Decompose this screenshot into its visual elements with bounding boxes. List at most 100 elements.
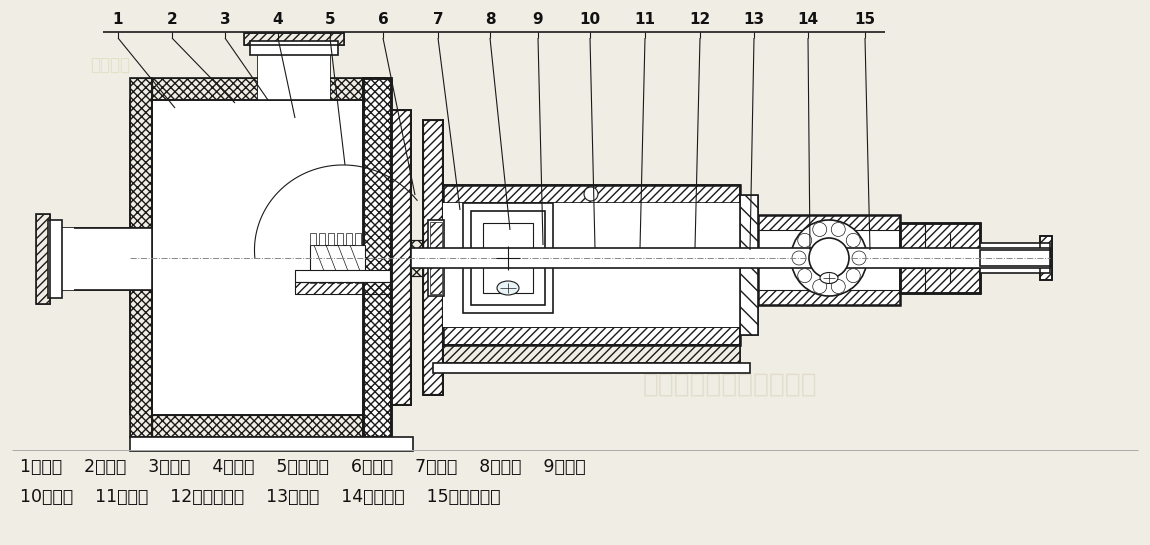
Circle shape [846, 233, 860, 247]
Circle shape [808, 238, 849, 278]
Circle shape [831, 280, 845, 294]
Bar [363, 78, 391, 437]
Bar [60, 228, 152, 290]
Text: 8: 8 [484, 13, 496, 27]
Bar [443, 327, 739, 345]
Bar [443, 345, 739, 363]
Bar [434, 363, 750, 373]
Bar [36, 214, 49, 304]
Bar [244, 33, 344, 45]
Bar [902, 248, 978, 268]
Text: 5: 5 [324, 13, 336, 27]
Bar [428, 220, 444, 296]
Text: 6: 6 [377, 13, 389, 27]
Bar [739, 195, 758, 335]
Bar [393, 112, 409, 403]
Circle shape [852, 251, 866, 265]
Ellipse shape [820, 272, 838, 283]
Bar [758, 215, 900, 230]
Bar [739, 195, 758, 335]
Bar [423, 120, 443, 395]
Bar [310, 245, 365, 271]
Bar [152, 415, 385, 437]
Bar [443, 345, 739, 363]
Bar [328, 233, 334, 245]
Bar [391, 110, 411, 405]
Bar [443, 327, 739, 345]
Bar [411, 248, 1050, 268]
Bar [423, 120, 443, 395]
Bar [423, 120, 443, 395]
Bar [443, 185, 739, 203]
Bar [152, 78, 385, 100]
Bar [310, 233, 316, 245]
Text: 2: 2 [167, 13, 177, 27]
Bar [319, 233, 325, 245]
Bar [443, 185, 739, 203]
Bar [900, 223, 980, 293]
Bar [363, 78, 385, 168]
Bar [900, 223, 980, 293]
Bar [1040, 236, 1052, 280]
Circle shape [846, 269, 860, 283]
Bar [443, 203, 739, 327]
Bar [430, 222, 442, 294]
Bar [483, 223, 532, 293]
Bar [346, 233, 352, 245]
Bar [391, 110, 411, 405]
Bar [363, 365, 385, 437]
Text: 10、油镜    11、轴承    12、轴承压盖    13、油封    14、联轴器    15、吸紧螺栓: 10、油镜 11、轴承 12、轴承压盖 13、油封 14、联轴器 15、吸紧螺栓 [20, 488, 500, 506]
Text: 7: 7 [432, 13, 443, 27]
Bar [337, 271, 343, 283]
Bar [250, 41, 338, 55]
Bar [365, 80, 389, 435]
Bar [391, 110, 411, 405]
Text: 深圳九源: 深圳九源 [90, 56, 130, 74]
Text: 1: 1 [113, 13, 123, 27]
Bar [463, 203, 553, 313]
Bar [1040, 236, 1052, 280]
Bar [258, 41, 330, 100]
Bar [244, 33, 344, 45]
Bar [328, 271, 334, 283]
Circle shape [584, 187, 598, 201]
Bar [758, 215, 900, 305]
Bar [296, 270, 390, 282]
Text: 10: 10 [580, 13, 600, 27]
Bar [346, 271, 352, 283]
Bar [758, 215, 900, 230]
Bar [472, 211, 545, 305]
Bar [48, 220, 62, 298]
Circle shape [798, 269, 812, 283]
Bar [363, 78, 391, 437]
Bar [296, 282, 390, 294]
Bar [310, 271, 316, 283]
Bar [411, 240, 423, 276]
Bar [426, 122, 440, 393]
Circle shape [813, 280, 827, 294]
Bar [130, 437, 413, 451]
Text: 4: 4 [273, 13, 283, 27]
Bar [900, 223, 980, 293]
Bar [152, 100, 363, 415]
Bar [443, 185, 739, 345]
Bar [391, 110, 411, 405]
Text: 12: 12 [689, 13, 711, 27]
Bar [758, 290, 900, 305]
Circle shape [798, 233, 812, 247]
Bar [363, 78, 391, 437]
Bar [337, 233, 343, 245]
Bar [130, 78, 152, 437]
Bar [363, 78, 391, 437]
Text: 13: 13 [743, 13, 765, 27]
Bar [36, 214, 49, 304]
Text: 3: 3 [220, 13, 230, 27]
Bar [411, 240, 423, 276]
Bar [758, 290, 900, 305]
Bar [296, 282, 390, 294]
Bar [130, 78, 152, 437]
Bar [980, 243, 1050, 273]
Text: 1、泵体    2、叶轮    3、后盖    4、压盖    5、密封件    6、托架    7、泵轴    8、轴承    9、油盖: 1、泵体 2、叶轮 3、后盖 4、压盖 5、密封件 6、托架 7、泵轴 8、轴承… [20, 458, 585, 476]
Ellipse shape [497, 281, 519, 295]
Text: 15: 15 [854, 13, 875, 27]
